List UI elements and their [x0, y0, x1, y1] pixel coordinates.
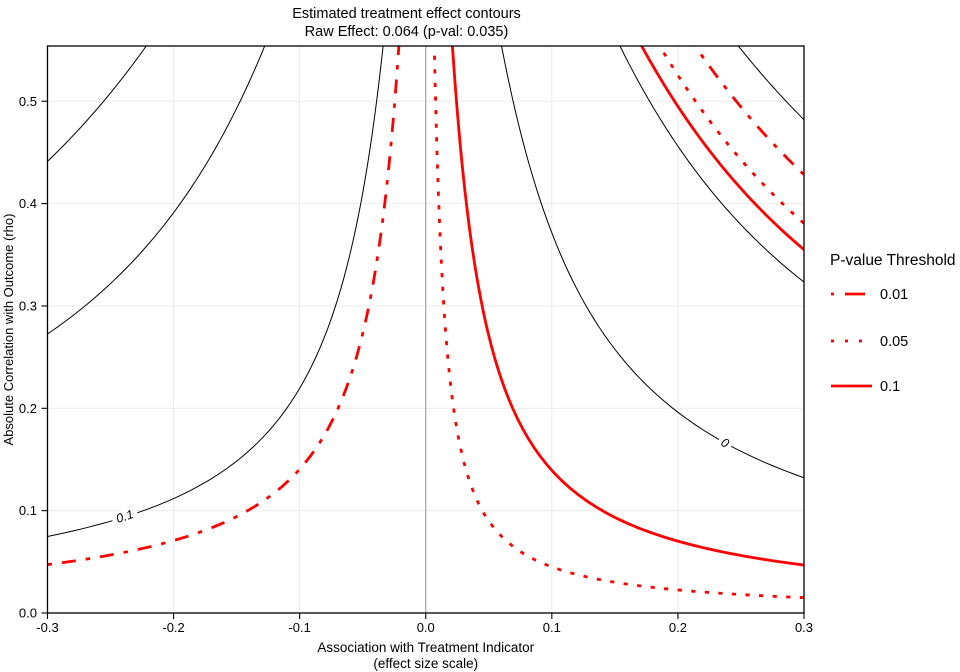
svg-text:0.4: 0.4 — [19, 196, 37, 211]
svg-text:0.3: 0.3 — [19, 298, 37, 313]
svg-text:0.05: 0.05 — [880, 334, 908, 350]
svg-text:Association with Treatment Ind: Association with Treatment Indicator — [317, 640, 534, 655]
svg-text:0.0: 0.0 — [19, 606, 37, 621]
svg-text:0.2: 0.2 — [19, 401, 37, 416]
svg-text:0.5: 0.5 — [19, 94, 37, 109]
svg-text:(effect size scale): (effect size scale) — [373, 656, 478, 671]
svg-text:-0.3: -0.3 — [36, 620, 58, 635]
svg-text:-0.2: -0.2 — [162, 620, 184, 635]
svg-text:0.01: 0.01 — [880, 287, 908, 303]
svg-text:0.1: 0.1 — [880, 379, 900, 395]
svg-text:0.1: 0.1 — [19, 503, 37, 518]
svg-text:0.3: 0.3 — [795, 620, 813, 635]
svg-text:0.0: 0.0 — [417, 620, 435, 635]
svg-text:Absolute Correlation with Outc: Absolute Correlation with Outcome (rho) — [1, 214, 16, 446]
svg-text:P-value Threshold: P-value Threshold — [830, 252, 956, 269]
svg-text:0.1: 0.1 — [543, 620, 561, 635]
svg-text:-0.1: -0.1 — [288, 620, 310, 635]
svg-text:0.2: 0.2 — [669, 620, 687, 635]
